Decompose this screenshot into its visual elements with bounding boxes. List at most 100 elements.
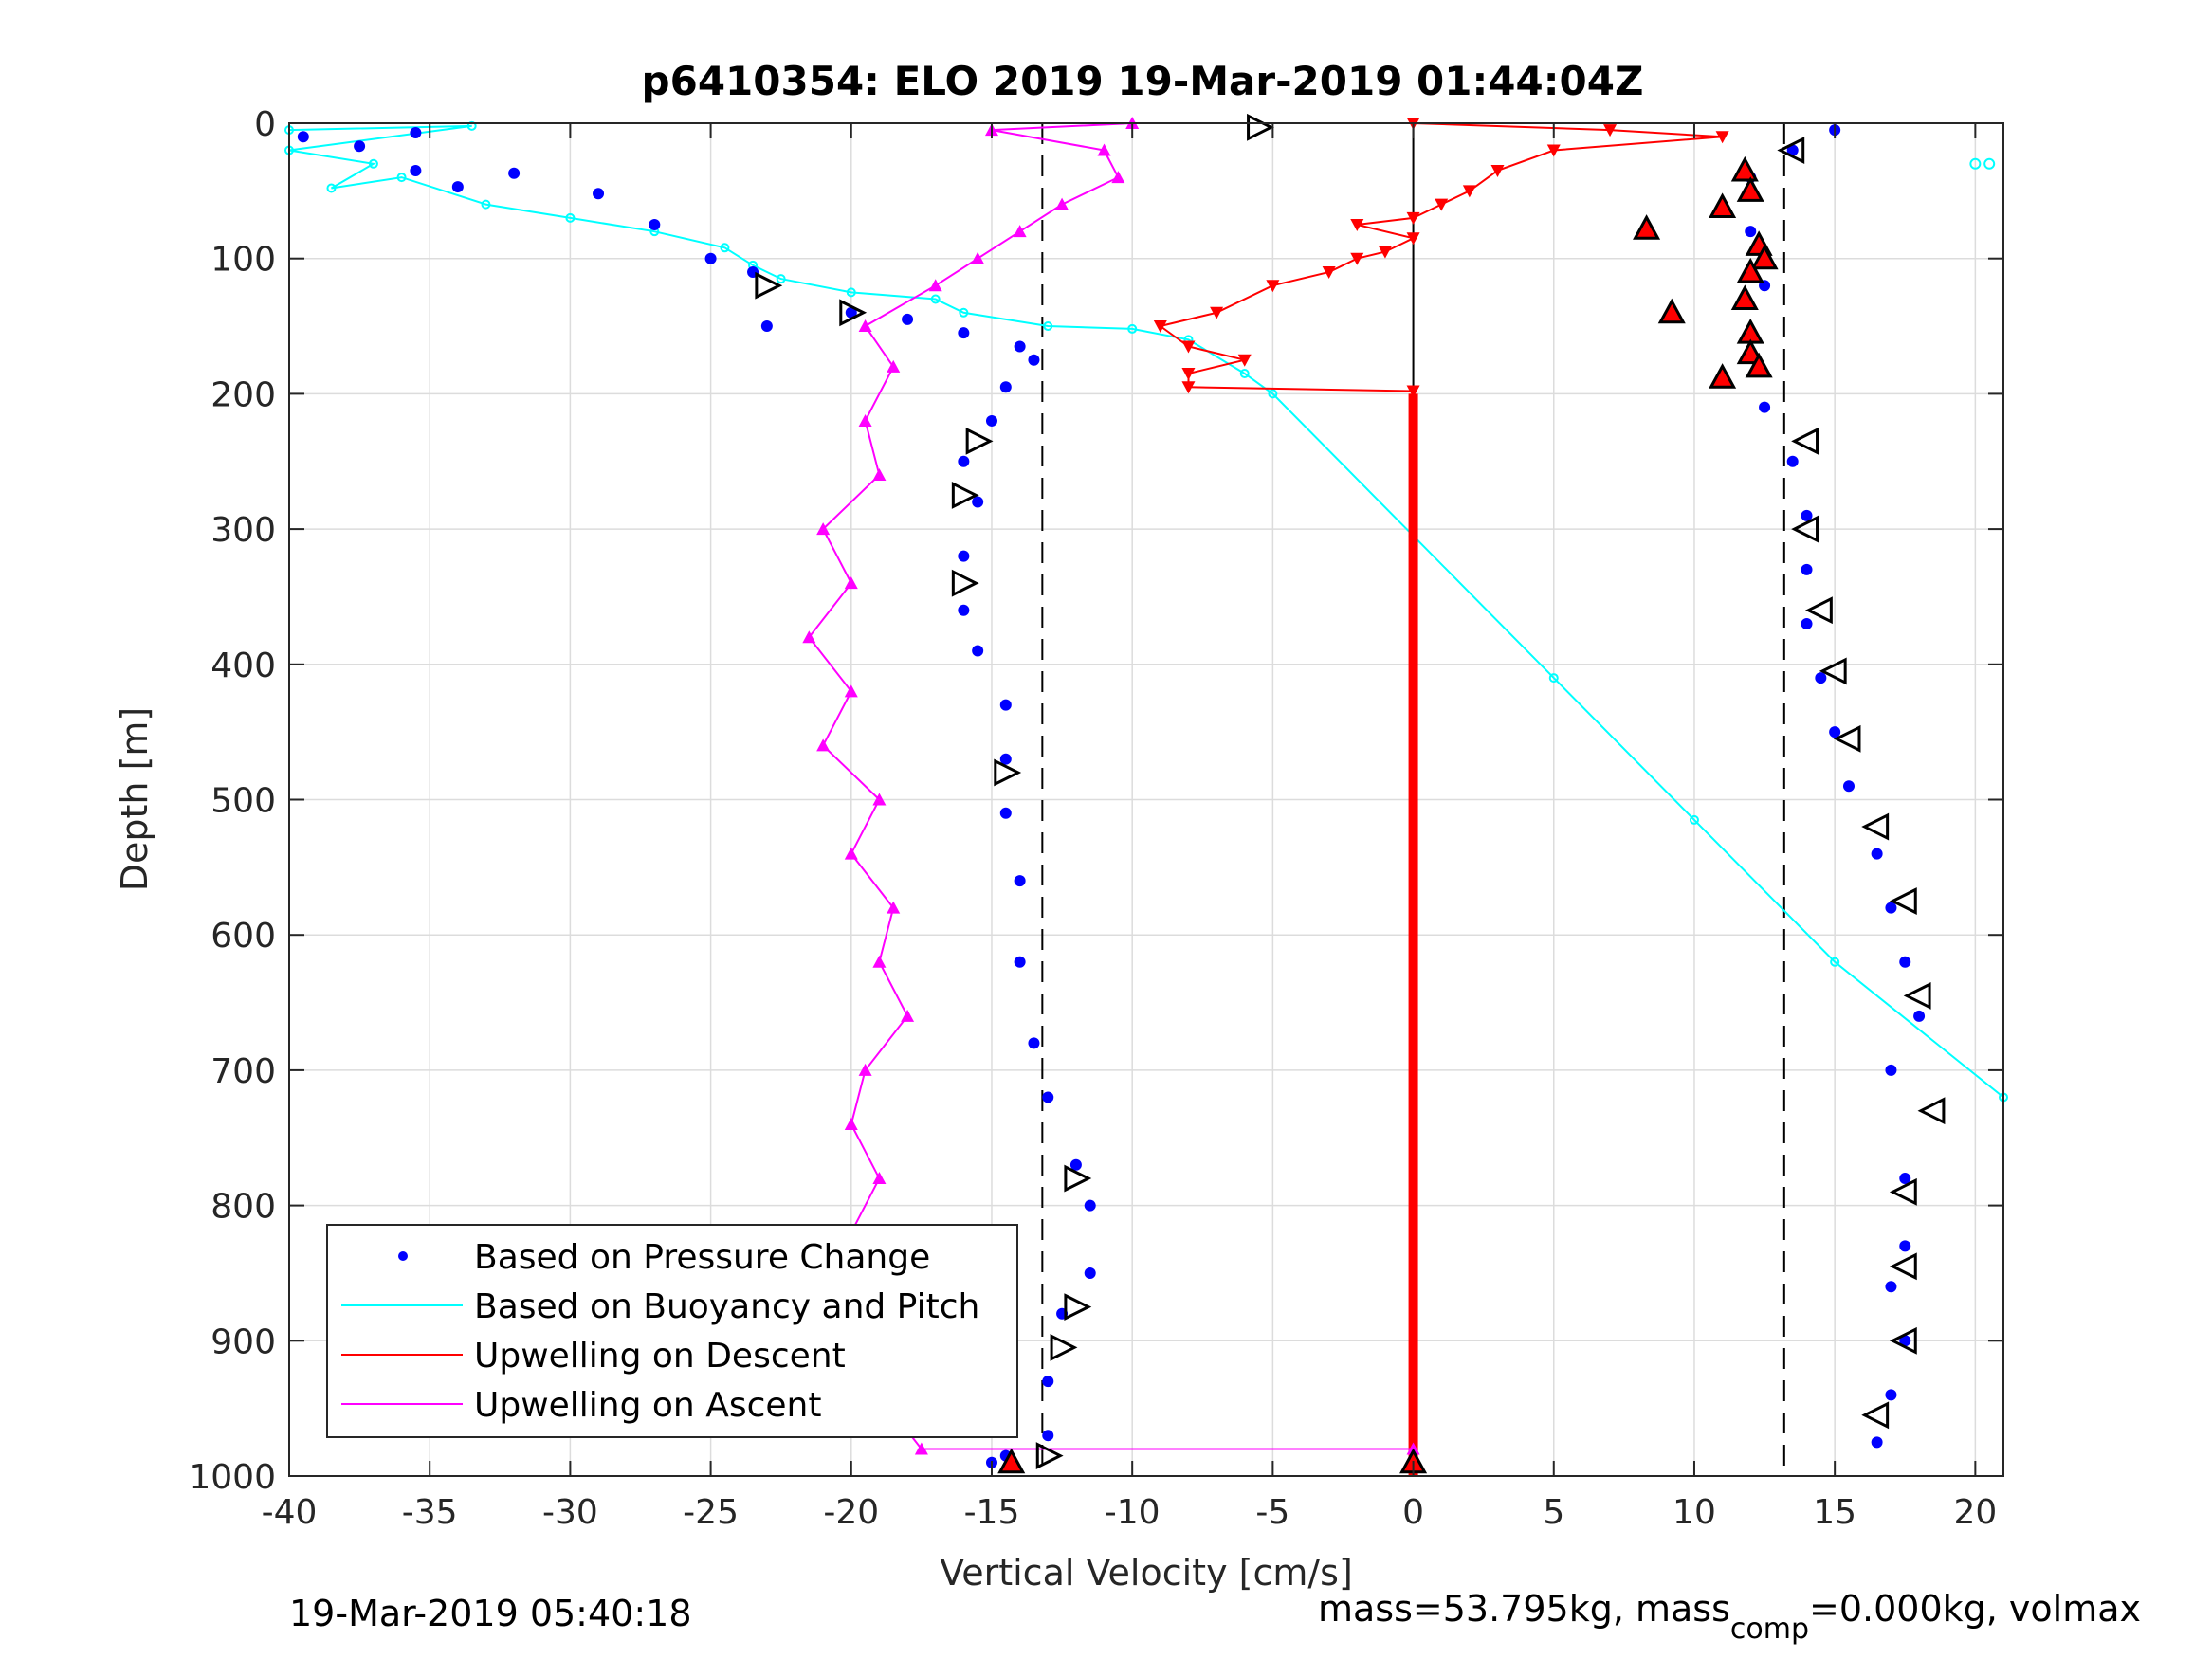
- pressure-point: [1084, 1267, 1096, 1279]
- ascent-point: [816, 738, 831, 752]
- pressure-point: [1014, 340, 1026, 353]
- pressure-point: [1014, 956, 1026, 968]
- pressure-point: [1871, 1436, 1883, 1449]
- pressure-point: [985, 414, 997, 427]
- pressure-point: [1759, 401, 1771, 413]
- pressure-point: [1913, 1010, 1926, 1022]
- grid: [288, 122, 2003, 1477]
- ascent-point: [858, 319, 872, 333]
- pressure-point: [1899, 1240, 1911, 1252]
- descent-point: [1462, 185, 1476, 198]
- buoyancy-point: [1043, 321, 1053, 332]
- open-triangle-marker: [1050, 1334, 1078, 1361]
- descent-point: [1350, 219, 1364, 232]
- open-triangle-marker: [839, 299, 868, 327]
- x-axis-label: Vertical Velocity [cm/s]: [940, 1552, 1353, 1594]
- buoyancy-point: [776, 274, 786, 284]
- descent-point: [1350, 252, 1364, 265]
- pressure-point: [845, 306, 857, 319]
- pressure-point: [1829, 726, 1841, 738]
- pressure-point: [1069, 1158, 1082, 1171]
- pressure-point: [1871, 848, 1883, 860]
- pressure-point: [902, 313, 914, 325]
- filled-triangle-marker: [1736, 257, 1764, 283]
- pressure-point: [297, 131, 309, 143]
- pressure-point: [972, 645, 984, 657]
- pressure-point: [508, 167, 521, 179]
- buoyancy-point: [466, 120, 477, 131]
- filled-triangle-marker: [1730, 284, 1759, 311]
- x-tick-label: -5: [1255, 1493, 1289, 1532]
- pressure-point: [1885, 1389, 1897, 1401]
- open-triangle-marker: [1064, 1293, 1092, 1322]
- x-tick-label: 10: [1673, 1493, 1716, 1532]
- filled-triangle-marker: [1730, 155, 1759, 182]
- buoyancy-point: [396, 173, 407, 183]
- descent-point: [1406, 232, 1420, 246]
- pressure-point: [958, 550, 970, 562]
- open-triangle-marker: [1889, 1252, 1917, 1281]
- x-tick-label: 5: [1543, 1493, 1564, 1532]
- pressure-point: [999, 807, 1012, 819]
- pressure-point: [1028, 1037, 1040, 1049]
- open-triangle-marker: [1861, 1401, 1890, 1430]
- filled-triangle-marker: [1736, 176, 1764, 202]
- open-triangle-marker: [1804, 596, 1833, 625]
- buoyancy-point: [1689, 814, 1699, 825]
- ascent-point: [887, 359, 901, 373]
- ascent-point: [914, 1442, 928, 1455]
- ascent-point: [872, 955, 887, 968]
- pressure-point: [1745, 226, 1757, 238]
- pressure-point: [704, 252, 717, 264]
- descent-point: [1237, 354, 1252, 367]
- footer-mass-part1: mass=53.795kg, mass: [1318, 1588, 1730, 1630]
- pressure-point: [999, 381, 1012, 393]
- y-tick-label: 800: [210, 1188, 276, 1227]
- y-tick-label: 500: [210, 782, 276, 821]
- open-triangle-marker: [1247, 113, 1274, 141]
- pressure-point: [1842, 780, 1855, 793]
- pressure-point: [1885, 1281, 1897, 1293]
- open-triangle-marker: [1861, 812, 1890, 841]
- pressure-point: [999, 699, 1012, 711]
- ascent-point: [1111, 171, 1125, 184]
- open-triangle-marker: [1791, 515, 1819, 543]
- open-triangle-marker: [965, 427, 994, 455]
- buoyancy-point: [326, 183, 337, 193]
- legend-swatch-pressure: [398, 1251, 408, 1261]
- ticks: -40 -35 -30 -25 -20 -15 -10 -5 0 5 10 15 20010020030…: [189, 105, 2003, 1532]
- buoyancy-point: [930, 294, 941, 304]
- pressure-point: [760, 320, 773, 333]
- legend: Based on Pressure Change Based on Buoyan…: [326, 1224, 1018, 1438]
- pressure-point: [999, 753, 1012, 765]
- ascent-point: [802, 630, 816, 644]
- pressure-point: [1786, 455, 1799, 467]
- pressure-point: [451, 181, 464, 193]
- ascent-point: [928, 279, 942, 292]
- x-tick-label: -40: [262, 1493, 318, 1532]
- chart-title: p6410354: ELO 2019 19-Mar-2019 01:44:04Z: [642, 58, 1644, 104]
- y-tick-label: 200: [210, 375, 276, 414]
- y-axis-label: Depth [m]: [114, 707, 155, 892]
- ascent-point: [844, 1117, 858, 1130]
- filled-triangle-marker: [1750, 244, 1779, 270]
- x-tick-label: -25: [683, 1493, 739, 1532]
- pressure-point: [1815, 672, 1827, 684]
- pressure-point: [1899, 1335, 1911, 1347]
- ascent-point: [844, 684, 858, 698]
- legend-entry-ascent: Upwelling on Ascent: [474, 1386, 821, 1425]
- pressure-point: [958, 327, 970, 339]
- descent-point: [1210, 306, 1224, 319]
- descent-point: [1153, 320, 1167, 334]
- pressure-point: [1801, 563, 1813, 575]
- buoyancy-point: [720, 243, 730, 253]
- y-tick-label: 0: [254, 105, 276, 144]
- buoyancy-point: [846, 287, 856, 298]
- buoyancy-point: [481, 199, 491, 210]
- filled-triangle-marker: [1657, 298, 1686, 324]
- filled-triangle-marker: [1633, 214, 1661, 240]
- open-triangle-marker: [1903, 981, 1931, 1010]
- y-tick-label: 700: [210, 1052, 276, 1091]
- legend-entry-descent: Upwelling on Descent: [474, 1337, 846, 1376]
- open-triangle-marker: [1064, 1164, 1092, 1193]
